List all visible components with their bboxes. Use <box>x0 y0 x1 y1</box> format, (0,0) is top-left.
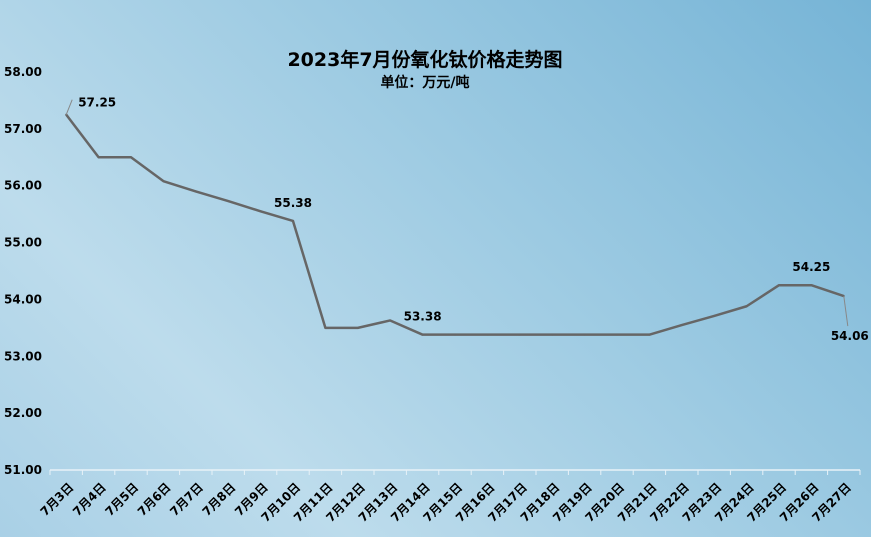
y-tick-label: 51.00 <box>4 463 42 477</box>
data-label: 57.25 <box>78 96 116 110</box>
data-point <box>810 284 813 287</box>
data-point <box>713 314 716 317</box>
data-label: 53.38 <box>404 310 442 324</box>
data-point <box>130 156 132 159</box>
data-point <box>162 180 165 183</box>
y-tick-label: 54.00 <box>4 292 42 306</box>
x-tick-label: 7月8日 <box>200 480 239 519</box>
x-tick-label: 7月4日 <box>70 480 109 519</box>
data-point <box>454 333 456 336</box>
data-point <box>227 200 230 203</box>
chart-title: 2023年7月份氧化钛价格走势图 <box>287 48 562 71</box>
series-line <box>65 113 845 336</box>
data-point <box>97 156 100 159</box>
y-tick-label: 56.00 <box>4 179 42 193</box>
y-tick-label: 52.00 <box>4 406 42 420</box>
x-tick-label: 7月7日 <box>167 480 206 519</box>
leader-line <box>843 295 849 327</box>
data-point <box>356 326 359 329</box>
data-point <box>583 333 586 336</box>
data-point <box>194 190 197 193</box>
data-label: 55.38 <box>274 196 312 210</box>
data-point <box>648 333 651 336</box>
data-point <box>421 333 424 336</box>
data-point <box>745 305 748 308</box>
data-label: 54.25 <box>792 260 830 274</box>
y-tick-label: 58.00 <box>4 65 42 79</box>
data-label: 54.06 <box>831 329 869 343</box>
y-tick-label: 53.00 <box>4 349 42 363</box>
x-tick-label: 7月3日 <box>38 480 77 519</box>
y-tick-label: 57.00 <box>4 122 42 136</box>
data-point <box>551 333 554 336</box>
x-tick-label: 7月6日 <box>135 480 174 519</box>
chart-subtitle: 单位：万元/吨 <box>380 74 469 91</box>
data-point <box>616 333 618 336</box>
data-point <box>292 219 294 222</box>
data-point <box>389 319 392 322</box>
data-point <box>324 326 327 329</box>
x-tick-label: 7月5日 <box>102 480 141 519</box>
data-point <box>680 324 683 327</box>
y-tick-label: 55.00 <box>4 236 42 250</box>
data-point <box>486 333 489 336</box>
data-point <box>518 333 521 336</box>
data-point <box>778 284 780 287</box>
leader-line <box>65 99 73 115</box>
data-point <box>259 210 262 213</box>
